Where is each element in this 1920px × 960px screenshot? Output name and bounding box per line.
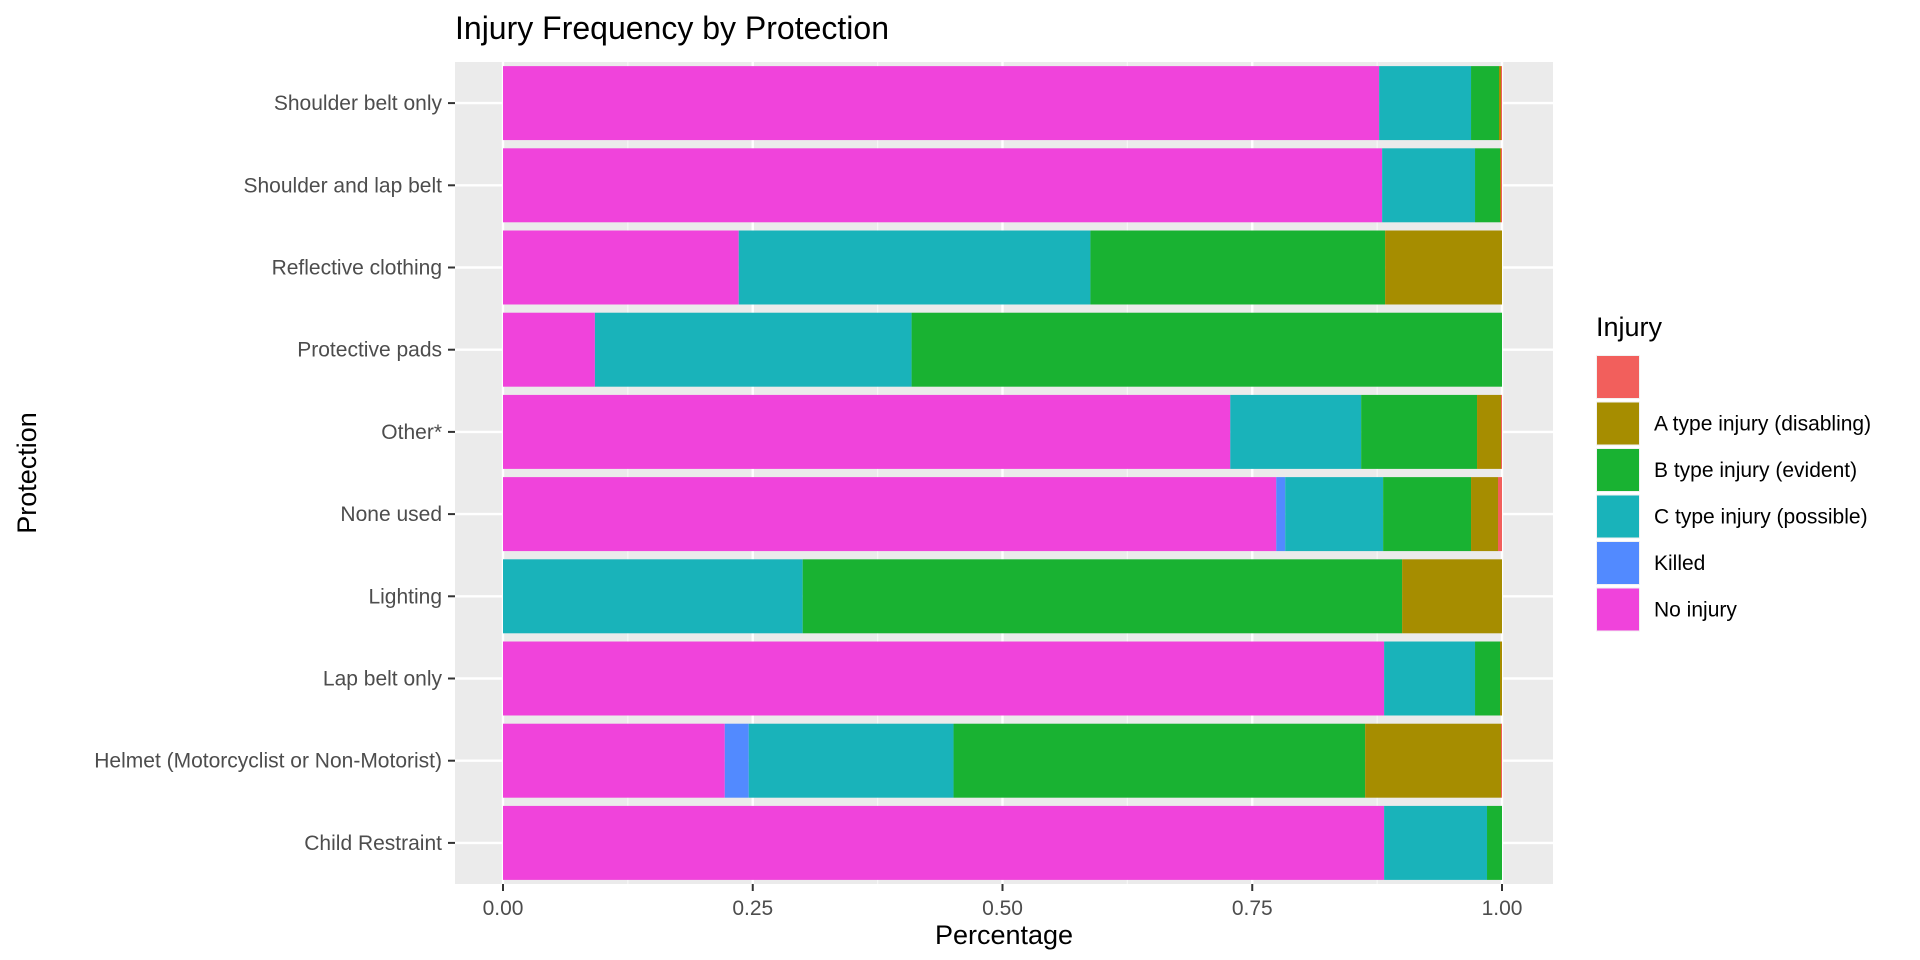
y-tick-label: Shoulder and lap belt: [244, 174, 443, 197]
y-tick-label: None used: [340, 503, 442, 526]
bar-segment: [1501, 394, 1502, 469]
bar-stacks: [503, 66, 1502, 880]
bar-segment: [911, 312, 1502, 387]
x-tick-label: 1.00: [1482, 897, 1523, 920]
y-tick-label: Protective pads: [297, 339, 442, 362]
x-tick-label: 0.50: [982, 897, 1023, 920]
bar-segment: [1379, 66, 1472, 141]
bar-segment: [503, 312, 595, 387]
bar-segment: [1475, 148, 1501, 223]
bar-segment: [1384, 641, 1476, 716]
legend-label: B type injury (evident): [1654, 459, 1857, 482]
legend-title: Injury: [1596, 312, 1663, 342]
bar-segment: [503, 230, 739, 305]
bar-segment: [1384, 805, 1488, 880]
bar-segment: [1285, 477, 1384, 552]
bar-segment: [1501, 148, 1502, 223]
x-tick-label: 0.25: [732, 897, 773, 920]
legend-key: [1597, 356, 1639, 398]
x-tick-label: 0.00: [483, 897, 524, 920]
y-tick-label: Reflective clothing: [272, 257, 442, 280]
bar-segment: [1090, 230, 1386, 305]
bar-segment: [1361, 394, 1478, 469]
legend-label: No injury: [1654, 599, 1737, 622]
bar-segment: [1471, 477, 1499, 552]
bar-segment: [738, 230, 1091, 305]
legend: Injury A type injury (disabling) B type i…: [1596, 312, 1871, 632]
bar-segment: [1501, 66, 1502, 141]
legend-label: A type injury (disabling): [1654, 413, 1871, 436]
legend-key: [1597, 542, 1639, 584]
bar-segment: [1402, 559, 1502, 634]
bar-segment: [1276, 477, 1286, 552]
x-tick-label: 0.75: [1232, 897, 1273, 920]
bar-segment: [503, 66, 1380, 141]
legend-label: C type injury (possible): [1654, 506, 1868, 529]
bar-segment: [503, 559, 803, 634]
legend-key: [1597, 588, 1639, 631]
y-tick-label: Other*: [381, 421, 442, 444]
y-axis-ticks: Shoulder belt only Shoulder and lap belt R…: [94, 92, 455, 855]
legend-key: [1597, 495, 1639, 538]
legend-label: Killed: [1654, 552, 1705, 575]
bar-segment: [1500, 148, 1502, 223]
bar-segment: [1499, 66, 1502, 141]
bar-segment: [503, 805, 1385, 880]
y-tick-label: Lighting: [368, 585, 442, 608]
y-axis-label: Protection: [12, 412, 42, 534]
bar-segment: [503, 641, 1385, 716]
bar-segment: [1382, 148, 1476, 223]
bar-segment: [594, 312, 912, 387]
bar-segment: [1471, 66, 1500, 141]
bar-segment: [1385, 230, 1502, 305]
chart-title: Injury Frequency by Protection: [455, 10, 889, 46]
x-axis-ticks: 0.00 0.25 0.50 0.75 1.00: [483, 884, 1523, 920]
bar-segment: [1383, 477, 1472, 552]
bar-segment: [1477, 394, 1502, 469]
bar-segment: [1230, 394, 1362, 469]
y-tick-label: Lap belt only: [323, 668, 443, 691]
legend-key: [1597, 402, 1639, 445]
bar-segment: [1500, 641, 1502, 716]
bar-segment: [503, 723, 725, 798]
bar-segment: [1475, 641, 1501, 716]
y-tick-label: Child Restraint: [304, 832, 442, 855]
bar-segment: [503, 394, 1231, 469]
y-tick-label: Shoulder belt only: [274, 92, 443, 115]
x-axis-label: Percentage: [935, 920, 1073, 950]
bar-segment: [1487, 805, 1502, 880]
y-tick-label: Helmet (Motorcyclist or Non-Motorist): [94, 750, 442, 773]
bar-segment: [748, 723, 954, 798]
bar-segment: [802, 559, 1403, 634]
bar-segment: [953, 723, 1366, 798]
bar-segment: [1501, 723, 1502, 798]
bar-segment: [724, 723, 749, 798]
legend-key: [1597, 449, 1639, 491]
bar-segment: [503, 477, 1277, 552]
bar-segment: [1365, 723, 1502, 798]
bar-segment: [1498, 477, 1502, 552]
bar-segment: [503, 148, 1383, 223]
